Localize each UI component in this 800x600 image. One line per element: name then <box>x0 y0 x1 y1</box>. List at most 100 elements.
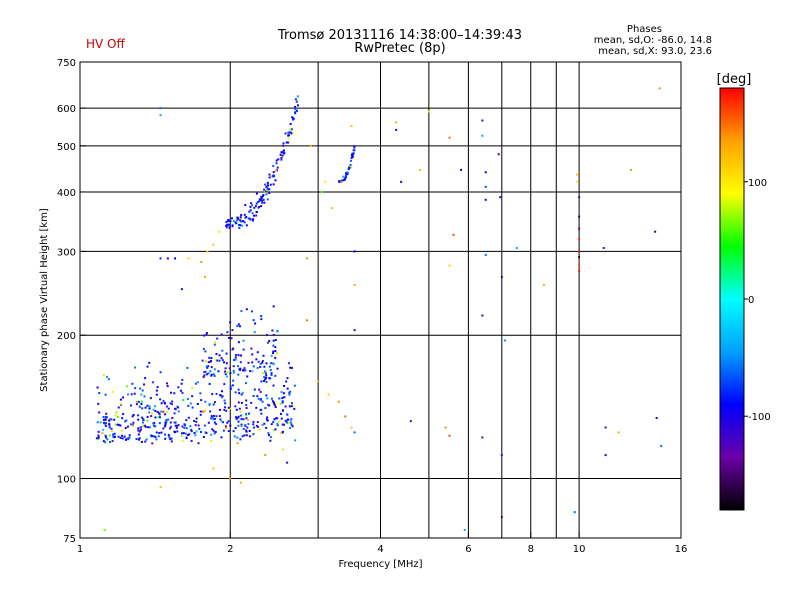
data-point <box>276 330 279 333</box>
data-point <box>184 424 187 427</box>
data-point <box>272 339 275 342</box>
data-point <box>144 406 147 409</box>
data-point <box>263 422 266 425</box>
data-point <box>125 385 128 388</box>
data-point <box>146 415 149 418</box>
data-point <box>218 230 221 233</box>
data-point <box>206 366 209 369</box>
data-point <box>121 417 124 420</box>
data-point <box>265 418 268 421</box>
data-point <box>578 250 581 253</box>
data-point <box>272 350 275 353</box>
data-point <box>289 122 292 125</box>
data-point <box>285 380 288 383</box>
data-point <box>270 362 273 365</box>
data-point <box>260 408 263 411</box>
data-point <box>104 418 107 421</box>
data-point <box>108 441 111 444</box>
data-point <box>183 426 186 429</box>
data-point <box>245 414 248 417</box>
data-point <box>134 387 137 390</box>
data-point <box>237 323 240 326</box>
data-point <box>207 421 210 424</box>
data-point <box>97 438 100 441</box>
data-point <box>448 136 451 139</box>
data-point <box>159 107 162 110</box>
data-point <box>215 415 218 418</box>
data-point <box>274 179 277 182</box>
data-point <box>260 412 263 415</box>
data-point <box>484 253 487 256</box>
data-point <box>221 395 224 398</box>
data-point <box>344 415 347 418</box>
data-point <box>234 221 237 224</box>
data-point <box>152 435 155 438</box>
data-point <box>263 375 266 378</box>
data-point <box>252 433 255 436</box>
data-point <box>164 413 167 416</box>
data-point <box>237 223 240 226</box>
data-point <box>103 528 106 531</box>
data-point <box>132 413 135 416</box>
data-point <box>211 416 214 419</box>
data-point <box>272 401 275 404</box>
data-point <box>200 399 203 402</box>
data-point <box>262 354 265 357</box>
data-point <box>290 401 293 404</box>
data-point <box>137 400 140 403</box>
data-point <box>244 424 247 427</box>
data-point <box>174 424 177 427</box>
data-point <box>270 423 273 426</box>
data-point <box>268 434 271 437</box>
data-point <box>261 361 264 364</box>
data-point <box>266 181 269 184</box>
data-point <box>140 402 143 405</box>
data-point <box>104 393 107 396</box>
data-point <box>113 432 116 435</box>
data-point <box>169 421 172 424</box>
data-point <box>121 434 124 437</box>
data-point <box>96 386 99 389</box>
data-point <box>256 395 259 398</box>
data-point <box>282 144 285 147</box>
data-point <box>222 361 225 364</box>
data-point <box>261 372 264 375</box>
data-point <box>147 426 150 429</box>
data-point <box>273 404 276 407</box>
data-point <box>259 362 262 365</box>
data-point <box>159 485 162 488</box>
data-point <box>120 429 123 432</box>
data-point <box>238 407 241 410</box>
data-point <box>97 430 100 433</box>
data-point <box>246 426 249 429</box>
colorbar-tick-label: 0 <box>748 295 754 306</box>
data-point <box>245 382 248 385</box>
data-point <box>223 399 226 402</box>
data-point <box>288 421 291 424</box>
data-point <box>238 325 241 328</box>
data-point <box>296 104 299 107</box>
data-point <box>214 358 217 361</box>
data-point <box>202 347 205 350</box>
data-point <box>306 319 309 322</box>
data-point <box>167 407 170 410</box>
data-point <box>253 331 256 334</box>
data-point <box>112 435 115 438</box>
data-point <box>167 418 170 421</box>
data-point <box>233 358 236 361</box>
data-point <box>245 412 248 415</box>
data-point <box>283 151 286 154</box>
data-point <box>114 414 117 417</box>
data-point <box>173 421 176 424</box>
data-point <box>229 477 232 480</box>
data-point <box>219 408 222 411</box>
data-point <box>346 173 349 176</box>
data-point <box>578 196 581 199</box>
data-point <box>273 402 276 405</box>
data-point <box>207 372 210 375</box>
data-point <box>342 175 345 178</box>
data-point <box>287 141 290 144</box>
data-point <box>145 438 148 441</box>
ticks-layer: 1 2 4 6 8 10 16 75 100 200 300 400 500 600 750 <box>57 58 687 555</box>
data-point <box>275 402 278 405</box>
